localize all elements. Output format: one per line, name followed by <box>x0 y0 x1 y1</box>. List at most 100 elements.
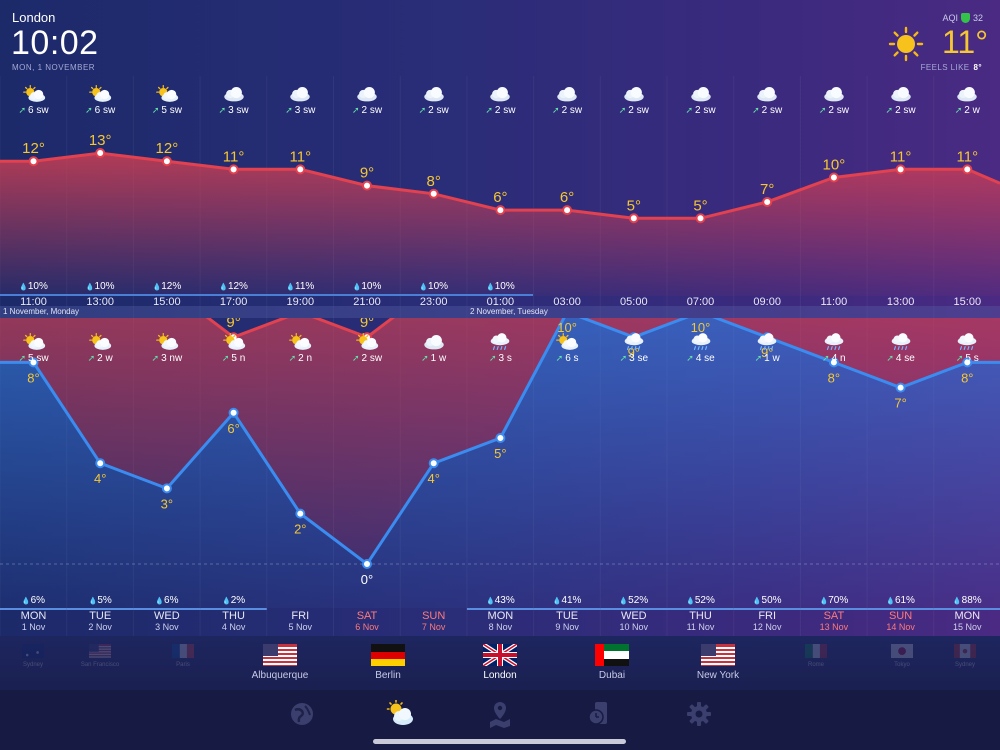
low-temperature-label: 8° <box>828 370 840 385</box>
day-label[interactable]: TUE 2 Nov <box>67 610 133 632</box>
low-temperature-point <box>95 458 106 469</box>
hour-label[interactable]: 03:00 <box>553 296 581 308</box>
hour-label[interactable]: 15:00 <box>153 296 181 308</box>
raindrop-icon: 💧 <box>222 598 231 605</box>
city-dubai[interactable]: Dubai <box>567 644 657 681</box>
wind-speed: 5 sw <box>27 353 49 364</box>
day-label[interactable]: MON 1 Nov <box>1 610 67 632</box>
rain-cloud-icon <box>491 333 510 351</box>
day-date: 12 Nov <box>752 622 782 632</box>
rain-chance: 💧10% <box>467 281 533 292</box>
city-selector[interactable]: Sydney San Francisco Paris Albuquerque Berli… <box>0 636 1000 690</box>
city-tokyo[interactable]: Tokyo <box>857 644 947 668</box>
cloud-icon <box>957 87 978 102</box>
wind-info: ➚ 2 sw <box>868 105 934 116</box>
low-temperature-label: 7° <box>894 396 906 411</box>
rain-chance: 💧12% <box>201 281 267 292</box>
hour-label[interactable]: 01:00 <box>486 296 515 308</box>
wind-arrow-icon: ➚ <box>151 105 160 115</box>
city-berlin[interactable]: Berlin <box>343 644 433 681</box>
city-rome[interactable]: Rome <box>771 644 861 668</box>
day-date: 7 Nov <box>421 622 446 632</box>
wind-info: ➚ 2 sw <box>334 353 400 364</box>
day-label[interactable]: THU 11 Nov <box>668 610 734 632</box>
wind-info: ➚ 5 sw <box>134 105 200 116</box>
rain-cloud-icon <box>624 333 644 351</box>
city-name: London <box>12 10 56 25</box>
wind-info: ➚ 2 sw <box>534 105 600 116</box>
hour-label[interactable]: 15:00 <box>953 296 982 308</box>
rain-chance: 💧11% <box>267 281 333 292</box>
wind-info: ➚ 2 sw <box>334 105 400 116</box>
day-label[interactable]: FRI 5 Nov <box>267 610 333 632</box>
rain-cloud-icon <box>958 333 977 351</box>
hour-label[interactable]: 05:00 <box>620 296 648 308</box>
hour-header: ➚ 3 sw <box>267 80 333 118</box>
city-paris[interactable]: Paris <box>138 644 228 668</box>
hour-label[interactable]: 19:00 <box>286 296 315 308</box>
wind-speed: 2 sw <box>828 105 849 116</box>
rain-value: 6% <box>164 595 179 606</box>
day-label[interactable]: WED 3 Nov <box>134 610 200 632</box>
wind-speed: 4 se <box>895 353 915 364</box>
city-name-label: San Francisco <box>80 662 120 669</box>
map-pin-icon[interactable] <box>484 700 516 728</box>
wind-arrow-icon: ➚ <box>485 105 493 115</box>
wind-arrow-icon: ➚ <box>752 105 760 115</box>
gear-icon[interactable] <box>683 700 715 728</box>
current-temperature: 11° <box>941 24 988 60</box>
day-header: ➚ 2 w <box>67 328 133 366</box>
hour-label[interactable]: 13:00 <box>86 296 114 308</box>
feels-like: FEELS LIKE 8° <box>921 63 982 72</box>
city-san-francisco[interactable]: San Francisco <box>55 644 145 668</box>
hour-label[interactable]: 13:00 <box>886 296 915 308</box>
rain-chance: 💧10% <box>67 281 133 292</box>
day-date: 8 Nov <box>488 622 513 632</box>
day-label[interactable]: SUN 7 Nov <box>401 610 467 632</box>
low-temperature-point <box>228 407 239 418</box>
city-name-label: Albuquerque <box>251 670 309 681</box>
city-name-label: Rome <box>807 662 824 669</box>
rain-value: 6% <box>30 595 46 606</box>
day-label[interactable]: THU 4 Nov <box>201 610 267 632</box>
globe-icon[interactable] <box>286 700 318 728</box>
hourly-forecast[interactable]: 12° 13° 12° 11° 11° 9° 8° 6° 6° 5° 5° 7° 10° 11° 11° ➚… <box>0 76 1000 318</box>
day-label[interactable]: SAT 13 Nov <box>801 610 867 632</box>
city-sydney[interactable]: Sydney <box>0 644 78 668</box>
city-london[interactable]: London <box>455 644 545 681</box>
rain-value: 11% <box>295 281 315 292</box>
day-label[interactable]: MON 15 Nov <box>934 610 1000 632</box>
city-sydney[interactable]: Sydney <box>920 644 1000 668</box>
day-label[interactable]: SAT 6 Nov <box>334 610 400 632</box>
day-label[interactable]: TUE 9 Nov <box>534 610 600 632</box>
hour-label[interactable]: 17:00 <box>219 296 248 308</box>
clock-icon[interactable] <box>584 700 616 728</box>
daily-forecast[interactable]: 13°12°11°9°10°9°11°14°12°12°12°12°11°10°… <box>0 318 1000 636</box>
aqi-indicator[interactable]: AQI 32 <box>942 13 983 23</box>
sun-cloud-icon <box>222 332 245 350</box>
day-label[interactable]: FRI 12 Nov <box>734 610 800 632</box>
city-albuquerque[interactable]: Albuquerque <box>235 644 325 681</box>
hour-label[interactable]: 23:00 <box>419 296 448 308</box>
wind-arrow-icon: ➚ <box>18 105 26 115</box>
hour-label[interactable]: 21:00 <box>353 296 381 308</box>
cloud-icon <box>690 87 711 102</box>
day-label[interactable]: MON 8 Nov <box>467 610 533 632</box>
wind-info: ➚ 5 sw <box>1 353 67 364</box>
day-label[interactable]: WED 10 Nov <box>601 610 667 632</box>
hour-label[interactable]: 07:00 <box>686 296 715 308</box>
hour-header: ➚ 2 sw <box>401 80 467 118</box>
wind-speed: 2 w <box>964 105 980 116</box>
day-date: 10 Nov <box>619 622 649 632</box>
hour-label[interactable]: 11:00 <box>20 296 47 308</box>
hour-header: ➚ 2 sw <box>534 80 600 118</box>
city-new-york[interactable]: New York <box>673 644 763 681</box>
hour-label[interactable]: 11:00 <box>820 296 848 308</box>
rain-cloud-icon <box>757 333 777 351</box>
hour-header: ➚ 2 sw <box>668 80 734 118</box>
weather-icon[interactable] <box>384 700 416 728</box>
day-label[interactable]: SUN 14 Nov <box>868 610 934 632</box>
rain-value: 10% <box>361 281 382 292</box>
rain-bar <box>0 608 67 610</box>
hour-label[interactable]: 09:00 <box>753 296 781 308</box>
